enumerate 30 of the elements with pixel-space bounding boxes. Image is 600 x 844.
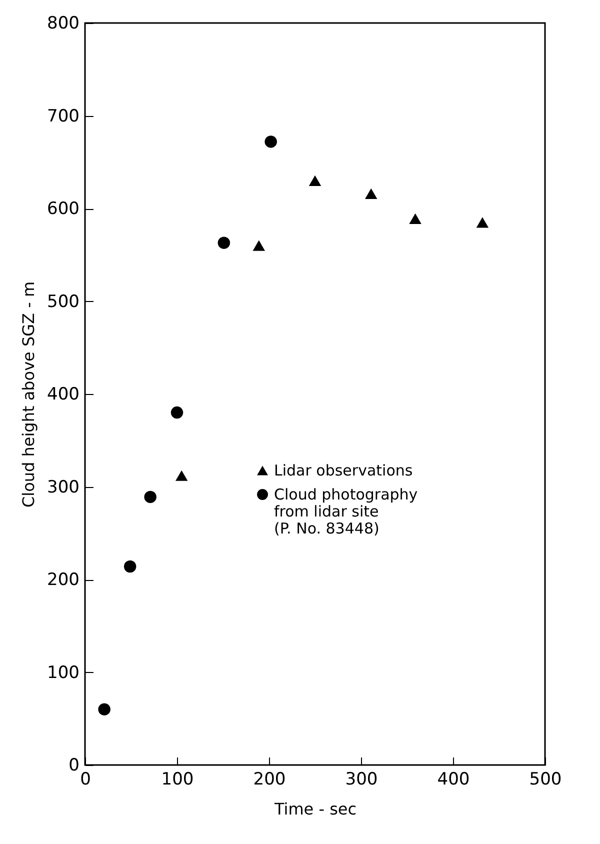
point [409, 213, 422, 224]
y-tick-label: 600 [47, 199, 80, 219]
y-tick-label: 700 [47, 106, 80, 126]
y-tick-label: 100 [47, 662, 80, 683]
x-tick-label: 400 [437, 770, 470, 790]
y-tick-label: 0 [68, 756, 80, 776]
point [218, 236, 230, 249]
y-tick-label: 400 [47, 384, 80, 404]
legend-label: Cloud photography from lidar site (P. No. 83448) [274, 486, 418, 538]
point [364, 188, 378, 199]
y-tick-label: 800 [47, 14, 80, 34]
point [175, 470, 188, 481]
legend-label: Lidar observations [274, 462, 413, 480]
y-tick-label: 200 [47, 570, 80, 590]
x-tick-label: 100 [161, 770, 194, 790]
y-tick-label: 300 [47, 477, 80, 498]
y-tick-label: 500 [47, 292, 80, 312]
point [144, 490, 156, 504]
x-tick-label: 200 [253, 770, 286, 790]
x-tick-label: 300 [345, 770, 378, 790]
point [308, 175, 322, 186]
point [170, 406, 184, 419]
point [124, 560, 136, 573]
x-axis-title: Time - sec [273, 800, 357, 818]
point [98, 703, 110, 716]
x-tick-label: 500 [529, 770, 562, 790]
point [476, 217, 489, 228]
y-axis-title: Cloud height above SGZ - m [19, 281, 38, 508]
point [264, 136, 277, 148]
point [252, 240, 266, 251]
